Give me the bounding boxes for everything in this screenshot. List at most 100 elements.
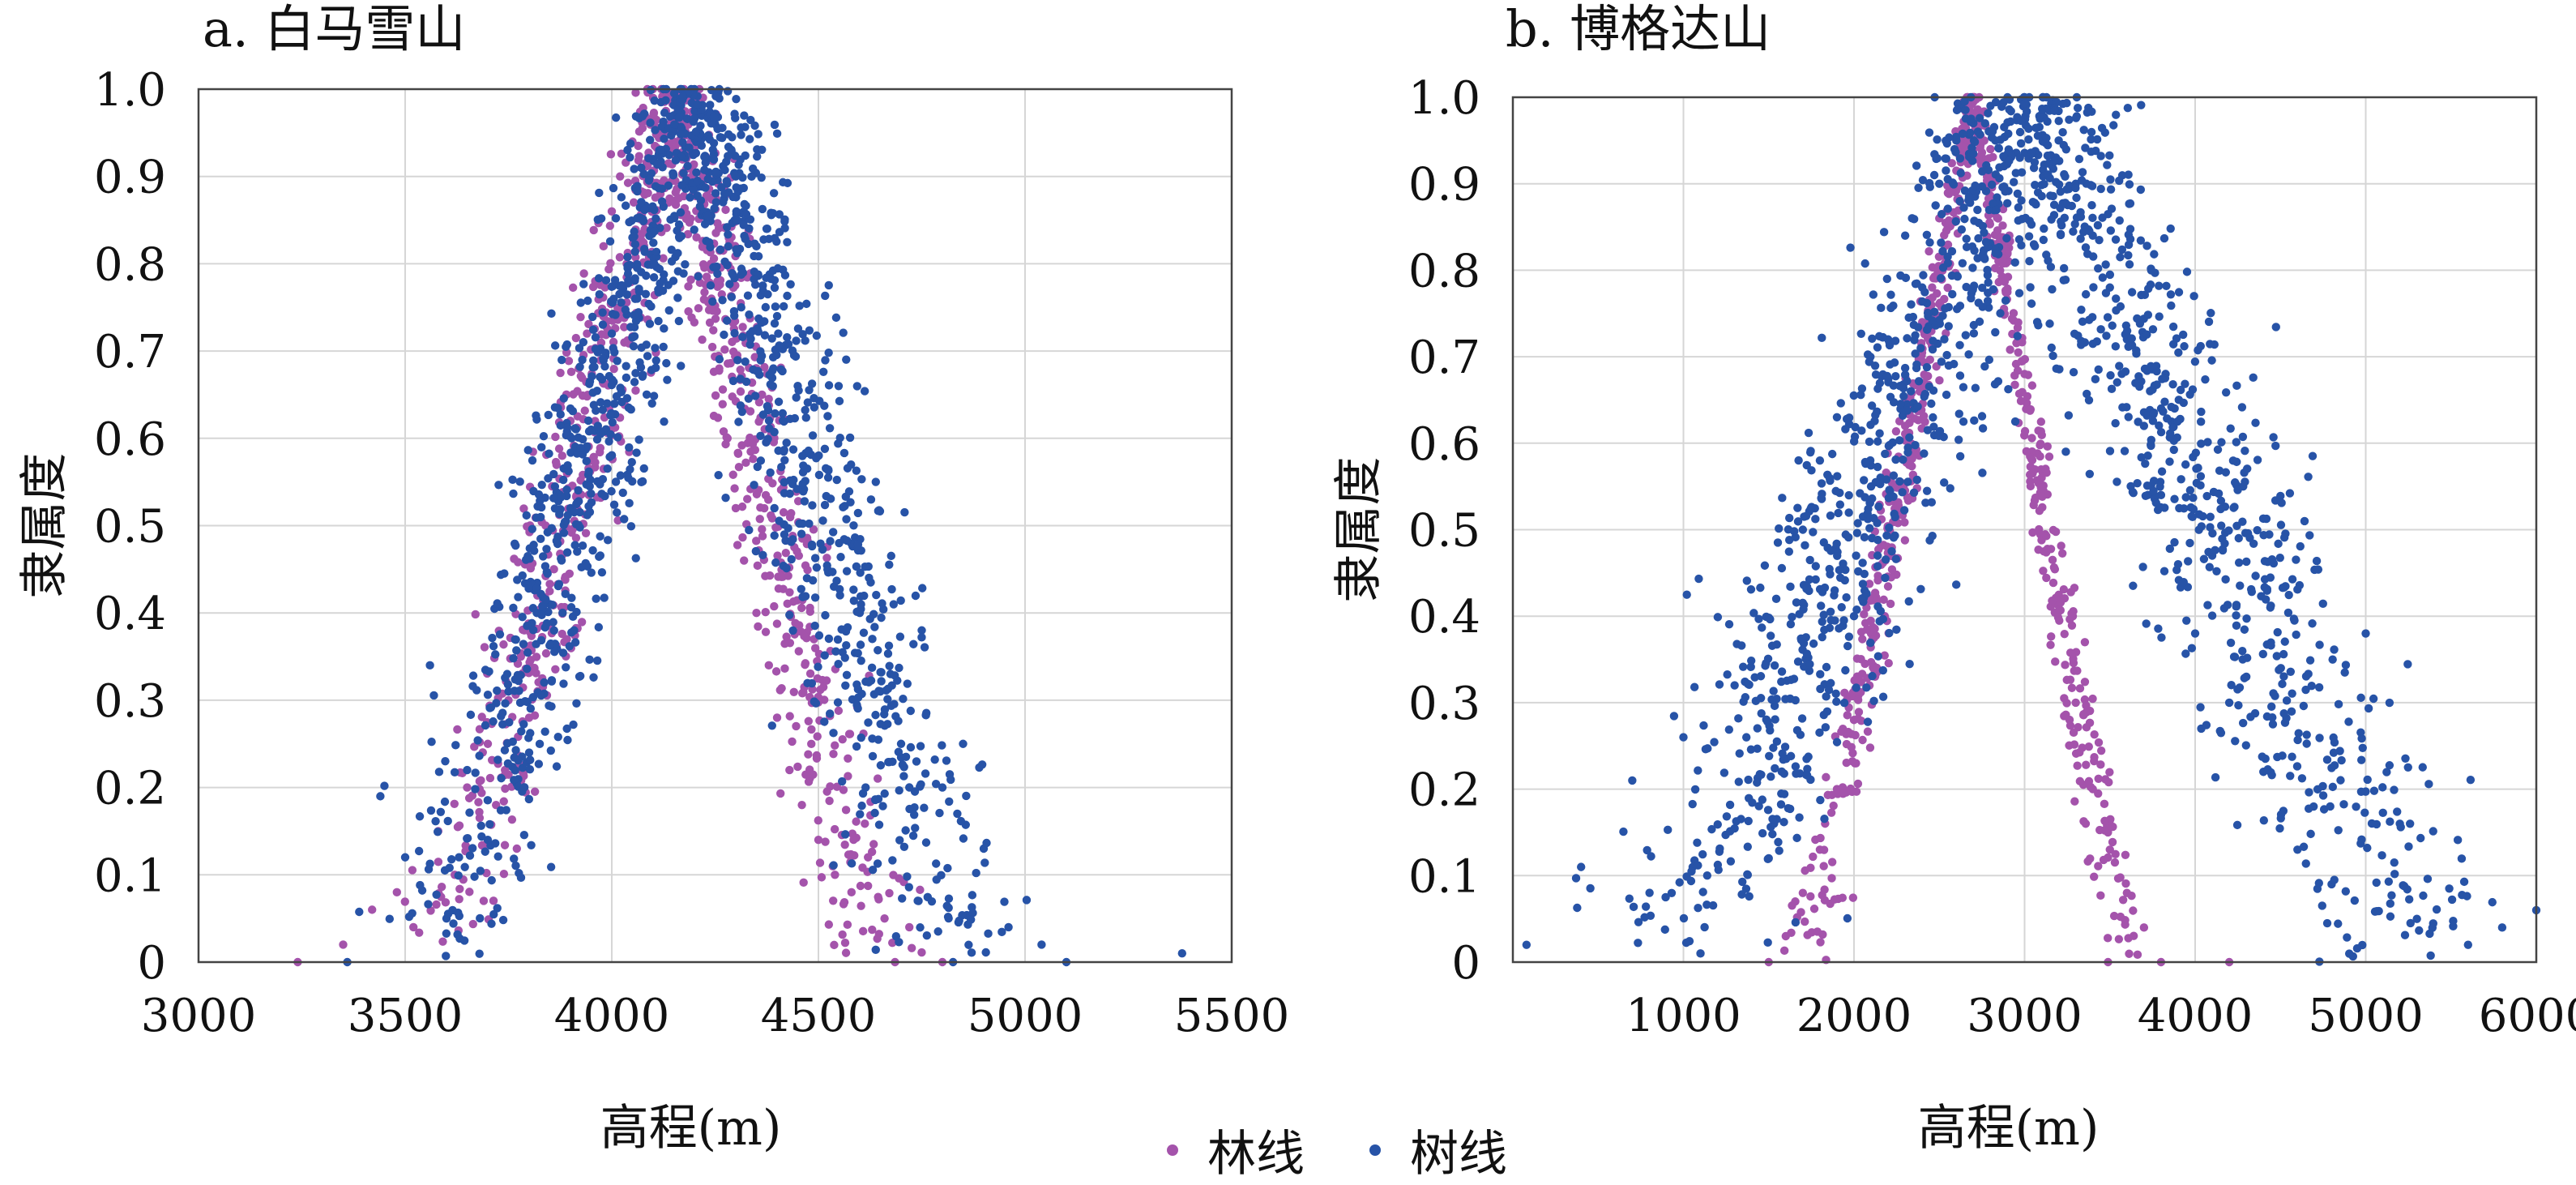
scatter-point	[901, 752, 911, 762]
scatter-point	[630, 378, 639, 387]
scatter-point	[2233, 685, 2242, 694]
scatter-point	[743, 494, 752, 503]
scatter-point	[1715, 847, 1724, 857]
scatter-point	[2363, 775, 2372, 785]
scatter-point	[662, 358, 671, 368]
scatter-point	[876, 668, 885, 677]
scatter-point	[1818, 617, 1826, 627]
scatter-point	[559, 528, 569, 537]
scatter-point	[455, 821, 464, 830]
scatter-point	[2133, 950, 2142, 960]
scatter-point	[754, 130, 763, 139]
scatter-point	[1884, 441, 1894, 451]
scatter-point	[814, 470, 824, 480]
scatter-point	[2069, 368, 2078, 377]
y-tick-label: 0.9	[1408, 159, 1480, 212]
scatter-point	[876, 720, 885, 729]
x-tick-label: 3500	[348, 990, 464, 1042]
scatter-point	[754, 398, 764, 407]
scatter-point	[767, 334, 776, 343]
scatter-point	[1745, 892, 1754, 901]
scatter-point	[545, 449, 553, 458]
scatter-point	[2240, 625, 2249, 634]
scatter-point	[1932, 154, 1941, 164]
scatter-point	[1819, 845, 1829, 854]
scatter-point	[550, 504, 560, 513]
scatter-point	[1822, 692, 1831, 701]
scatter-point	[1797, 714, 1807, 723]
scatter-point	[2061, 661, 2070, 670]
scatter-point	[703, 174, 712, 184]
scatter-point	[1786, 751, 1796, 761]
scatter-point	[776, 572, 786, 581]
scatter-point	[1774, 837, 1783, 847]
scatter-point	[610, 276, 620, 284]
scatter-point	[874, 646, 882, 655]
scatter-point	[1909, 488, 1919, 497]
scatter-point	[737, 123, 745, 132]
scatter-point	[2108, 837, 2117, 847]
scatter-point	[2221, 575, 2230, 584]
scatter-point	[2184, 557, 2193, 566]
scatter-point	[1661, 892, 1670, 902]
scatter-point	[617, 281, 626, 290]
scatter-point	[804, 717, 814, 725]
scatter-point	[609, 183, 618, 193]
scatter-point	[2080, 638, 2090, 647]
scatter-point	[607, 380, 617, 390]
scatter-point	[670, 212, 679, 220]
scatter-point	[832, 475, 841, 485]
scatter-point	[553, 404, 562, 413]
scatter-point	[1811, 515, 1820, 524]
scatter-point	[2082, 701, 2091, 710]
scatter-point	[570, 638, 580, 647]
scatter-point	[508, 762, 517, 772]
scatter-point	[2280, 718, 2290, 727]
scatter-point	[2142, 330, 2151, 339]
scatter-point	[416, 880, 425, 890]
scatter-point	[739, 183, 749, 193]
scatter-point	[2037, 191, 2046, 201]
scatter-point	[1754, 614, 1763, 623]
scatter-point	[639, 169, 648, 178]
scatter-point	[686, 214, 695, 223]
scatter-point	[2416, 833, 2425, 843]
scatter-point	[578, 374, 587, 383]
scatter-point	[1831, 689, 1840, 699]
scatter-point	[1785, 804, 1795, 814]
scatter-point	[810, 403, 819, 412]
scatter-point	[1839, 616, 1848, 625]
scatter-point	[705, 135, 715, 144]
scatter-point	[1816, 938, 1825, 947]
scatter-point	[509, 489, 518, 498]
scatter-point	[500, 746, 510, 755]
x-tick-label: 5000	[968, 990, 1083, 1042]
scatter-point	[1865, 580, 1874, 588]
scatter-point	[2124, 250, 2133, 260]
scatter-point	[2111, 419, 2120, 428]
scatter-point	[1991, 97, 2001, 107]
scatter-point	[490, 839, 500, 848]
scatter-point	[468, 919, 478, 929]
scatter-point	[597, 568, 607, 577]
scatter-point	[1937, 238, 1946, 247]
scatter-point	[2457, 854, 2467, 863]
scatter-point	[763, 402, 772, 411]
scatter-point	[1882, 371, 1892, 381]
scatter-point	[570, 541, 579, 550]
scatter-point	[780, 417, 788, 426]
scatter-point	[1984, 165, 1993, 175]
scatter-point	[1827, 858, 1837, 866]
scatter-point	[649, 391, 659, 400]
scatter-point	[1801, 866, 1809, 875]
scatter-point	[2488, 897, 2497, 907]
scatter-point	[507, 815, 517, 824]
scatter-point	[2024, 124, 2033, 133]
scatter-point	[770, 503, 779, 513]
scatter-point	[906, 706, 916, 716]
scatter-point	[2253, 525, 2262, 535]
scatter-point	[2061, 199, 2070, 207]
scatter-point	[2129, 906, 2138, 915]
scatter-point	[2329, 748, 2339, 757]
scatter-point	[691, 127, 701, 136]
